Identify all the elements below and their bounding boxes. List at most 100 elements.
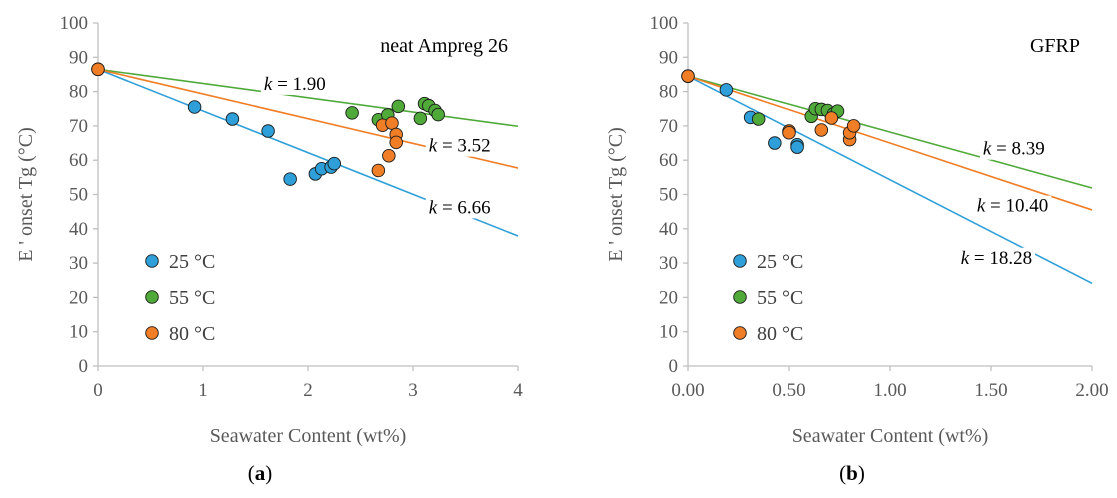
panel-a: 0 10 20 30 40 50 60 70 80 90 100 0 1 2 3 4 Seawater Cont… <box>15 13 523 485</box>
panel-b-legend-marker <box>733 290 747 304</box>
panel-b-legend-marker <box>733 326 747 340</box>
panel-a-data-point <box>371 163 386 178</box>
panel-b-y-tick-label: 40 <box>659 219 678 240</box>
panel-b-data-point <box>790 140 804 154</box>
panel-b-fit-line-2 <box>687 75 1093 211</box>
panel-a-y-tick-label: 30 <box>69 253 88 274</box>
panel-a-fit-line-1 <box>97 68 519 128</box>
panel-a-data-point <box>225 112 240 126</box>
panel-b-k-annotation-1: k = 8.39 <box>983 139 1045 160</box>
panel-b-x-tick-label: 2.00 <box>1075 380 1108 401</box>
panel-a-data-point <box>431 107 445 122</box>
panel-b-data-point <box>751 112 766 126</box>
panel-b-data-point <box>768 136 782 150</box>
panel-b-x-tick-label: 1.00 <box>873 380 906 401</box>
panel-a-data-point <box>187 100 202 114</box>
panel-a-x-tick-label: 2 <box>303 380 313 401</box>
panel-a-data-point <box>385 116 399 130</box>
panel-a-data-point <box>283 172 297 186</box>
panel-b-x-tick-label: 1.50 <box>974 380 1007 401</box>
panel-a-title: neat Ampreg 26 <box>380 35 508 57</box>
panel-b-data-point <box>846 119 861 133</box>
panel-a-legend-label: 55 °C <box>169 287 215 309</box>
panel-b-k-value: = 18.28 <box>969 248 1032 269</box>
panel-a-x-tick-label: 1 <box>198 380 208 401</box>
panel-a-k-value: = 1.90 <box>272 74 325 95</box>
panel-a-y-axis-title: E ' onset Tg (°C) <box>15 127 37 262</box>
panel-a-legend-label: 25 °C <box>169 251 215 273</box>
panel-a-k-symbol: k <box>429 136 438 157</box>
panel-a-k-value: = 3.52 <box>437 136 490 157</box>
panel-b-y-tick-label: 10 <box>659 322 678 343</box>
panel-b-y-tick-label: 30 <box>659 253 678 274</box>
panel-b-title: GFRP <box>1030 35 1080 57</box>
panel-b-y-tick-label: 80 <box>659 82 678 103</box>
panel-b-data-point <box>782 126 796 140</box>
panel-a-k-value: = 6.66 <box>437 197 490 218</box>
panel-b-caption-letter: b <box>846 461 858 485</box>
panel-b: 0 10 20 30 40 50 60 70 80 90 100 0.00 0.50 1.00 1.50 2.… <box>605 13 1109 485</box>
panel-b-y-tick-label: 100 <box>650 13 679 34</box>
panel-b-legend-label: 55 °C <box>757 287 803 309</box>
panel-a-x-tick-label: 0 <box>93 380 103 401</box>
panel-a-caption-open: ( <box>248 461 255 485</box>
panel-a-k-annotation-bg-0 <box>425 197 494 219</box>
panel-a-caption: (a) <box>248 461 273 485</box>
panel-b-y-tick-label: 70 <box>659 116 678 137</box>
panel-a-y-tick-label: 40 <box>69 219 88 240</box>
panel-b-k-annotation-bg-1 <box>979 138 1048 160</box>
panel-b-y-tick-label: 50 <box>659 185 678 206</box>
panel-a-y-tick-label: 60 <box>69 150 88 171</box>
panel-b-y-tick-label: 60 <box>659 150 678 171</box>
panel-a-x-tick-label: 4 <box>513 380 523 401</box>
panel-a-y-tick-label: 50 <box>69 185 88 206</box>
panel-a-y-tick-label: 20 <box>69 287 88 308</box>
panel-b-y-tick-label: 20 <box>659 287 678 308</box>
panel-a-k-annotation-0: k = 6.66 <box>429 197 491 218</box>
panel-b-caption-open: ( <box>839 461 846 485</box>
panel-b-data-point <box>824 111 839 125</box>
panel-a-caption-letter: a <box>255 461 266 485</box>
panel-b-y-tick-label: 0 <box>669 356 679 377</box>
panel-a-data-point <box>261 124 275 138</box>
panel-b-fit-line-1 <box>687 75 1093 189</box>
panel-a-legend-label: 80 °C <box>169 323 215 345</box>
panel-a-data-point <box>389 135 403 150</box>
panel-b-x-axis-title: Seawater Content (wt%) <box>792 425 989 447</box>
panel-b-k-symbol: k <box>983 139 992 160</box>
panel-b-caption-close: ) <box>858 461 865 485</box>
panel-a-y-tick-label: 80 <box>69 82 88 103</box>
panel-b-k-annotation-bg-0 <box>957 247 1036 269</box>
panel-a-y-tick-label: 100 <box>60 13 89 34</box>
panel-b-caption: (b) <box>839 461 865 485</box>
panel-b-x-tick-label: 0.50 <box>772 380 805 401</box>
panel-b-legend-marker <box>733 254 747 268</box>
panel-b-y-tick-label: 90 <box>659 47 678 68</box>
panel-a-data-point <box>413 111 428 126</box>
panel-a-x-tick-label: 3 <box>408 380 418 401</box>
panel-a-y-tick-label: 0 <box>79 356 89 377</box>
panel-a-data-point <box>391 99 406 114</box>
panel-a-caption-close: ) <box>265 461 272 485</box>
panel-b-x-tick-label: 0.00 <box>671 380 704 401</box>
panel-b-data-point <box>814 123 829 137</box>
panel-a-y-tick-label: 90 <box>69 47 88 68</box>
panel-b-k-annotation-0: k = 18.28 <box>961 248 1032 269</box>
panel-a-k-symbol: k <box>264 74 273 95</box>
panel-b-legend-label: 25 °C <box>757 251 803 273</box>
panel-b-legend-label: 80 °C <box>757 323 803 345</box>
panel-a-data-point <box>327 156 342 171</box>
panel-b-y-axis-title: E ' onset Tg (°C) <box>605 127 627 262</box>
panel-a-y-tick-label: 70 <box>69 116 88 137</box>
panel-a-k-annotation-2: k = 3.52 <box>429 136 491 157</box>
panel-b-k-symbol: k <box>961 248 970 269</box>
panel-b-k-annotation-bg-2 <box>973 195 1052 217</box>
panel-b-k-annotation-2: k = 10.40 <box>977 196 1048 217</box>
panel-a-k-annotation-bg-2 <box>425 135 494 157</box>
panel-a-k-annotation-bg-1 <box>260 73 329 95</box>
panel-a-x-axis-title: Seawater Content (wt%) <box>210 425 407 447</box>
panel-a-k-annotation-1: k = 1.90 <box>264 74 326 95</box>
